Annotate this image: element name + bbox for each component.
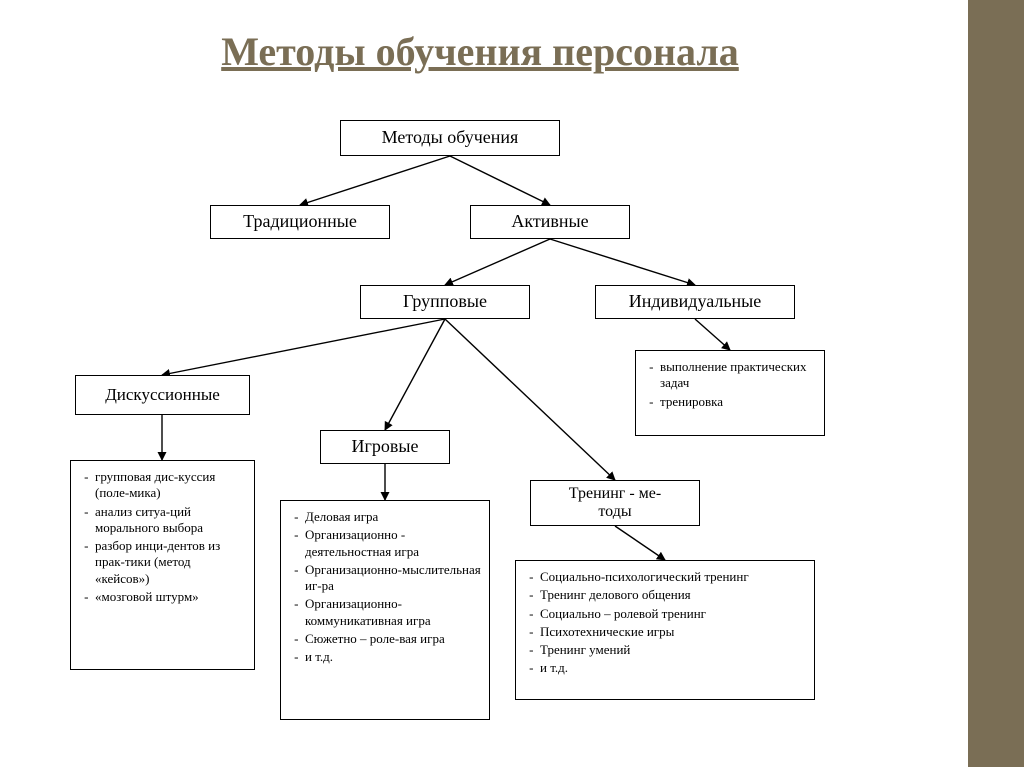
slide: Методы обучения персонала Методы обучени… (0, 0, 1024, 767)
list-item: Тренинг делового общения (540, 587, 806, 603)
node-active: Активные (470, 205, 630, 239)
list-item: Сюжетно – роле-вая игра (305, 631, 481, 647)
list-item: Деловая игра (305, 509, 481, 525)
detail-train_list: Социально-психологический тренинг Тренинг… (515, 560, 815, 700)
list-item: выполнение практических задач (660, 359, 816, 392)
node-root: Методы обучения (340, 120, 560, 156)
list-item: Тренинг умений (540, 642, 806, 658)
list-item: «мозговой штурм» (95, 589, 246, 605)
side-stripe (968, 0, 1024, 767)
detail-game_list: Деловая игра Организационно - деятельност… (280, 500, 490, 720)
list-item: тренировка (660, 394, 816, 410)
node-game: Игровые (320, 430, 450, 464)
list-item: Социально – ролевой тренинг (540, 606, 806, 622)
list-item: разбор инци-дентов из прак-тики (метод «… (95, 538, 246, 587)
node-disc: Дискуссионные (75, 375, 250, 415)
node-indiv: Индивидуальные (595, 285, 795, 319)
list-item: анализ ситуа-ций морального выбора (95, 504, 246, 537)
list-item: Социально-психологический тренинг (540, 569, 806, 585)
list-item: Организационно-мыслительная иг-ра (305, 562, 481, 595)
slide-title: Методы обучения персонала (0, 28, 960, 75)
list-item: Организационно-коммуникативная игра (305, 596, 481, 629)
detail-disc_list: групповая дис-куссия (поле-мика)анализ с… (70, 460, 255, 670)
list-item: и т.д. (305, 649, 481, 665)
detail-indiv_list: выполнение практических задач тренировка (635, 350, 825, 436)
list-item: Психотехнические игры (540, 624, 806, 640)
list-item: и т.д. (540, 660, 806, 676)
node-group: Групповые (360, 285, 530, 319)
node-train: Тренинг - ме-тоды (530, 480, 700, 526)
diagram-stage: Методы обучения Традиционные Активные Групп… (40, 100, 920, 740)
list-item: групповая дис-куссия (поле-мика) (95, 469, 246, 502)
node-trad: Традиционные (210, 205, 390, 239)
list-item: Организационно - деятельностная игра (305, 527, 481, 560)
